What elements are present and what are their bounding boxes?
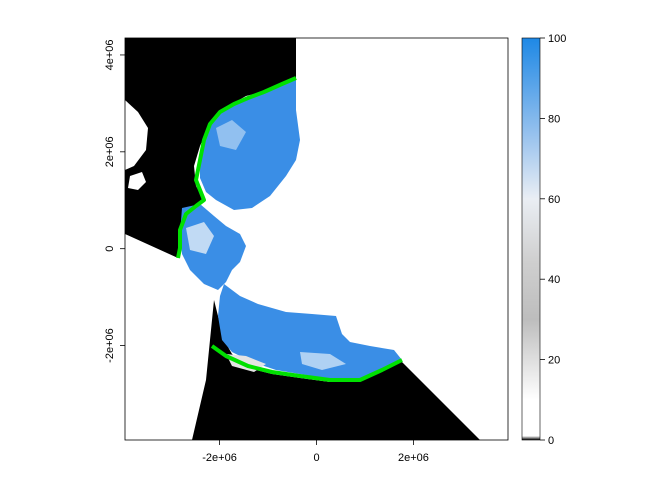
- coastline-upper: [176, 76, 297, 259]
- y-tick-label: 4e+06: [104, 39, 116, 70]
- y-tick-label: 0: [104, 246, 116, 252]
- legend-tick-label: 0: [548, 435, 554, 447]
- y-axis: -2e+06 0 2e+06 4e+06: [104, 39, 125, 363]
- map-panel: [125, 38, 480, 440]
- legend-tick-label: 40: [548, 274, 560, 286]
- x-tick-label: 0: [313, 452, 319, 464]
- land-mask-upper-left: [125, 38, 296, 258]
- legend: 0 20 40 60 80 100: [521, 33, 566, 447]
- sea-ice-lower: [218, 284, 402, 380]
- sea-ice-light-patch-4: [300, 352, 346, 370]
- land-mask-hole-1: [125, 100, 148, 170]
- y-tick-label: 2e+06: [104, 136, 116, 167]
- legend-colorbar: [521, 37, 541, 441]
- land-mask-lower: [192, 300, 480, 440]
- legend-tick-label: 20: [548, 355, 560, 367]
- legend-ticks: 0 20 40 60 80 100: [540, 33, 566, 447]
- sea-ice-light-patch-1: [216, 120, 246, 150]
- legend-tick-label: 100: [548, 33, 566, 45]
- y-tick-label: -2e+06: [104, 328, 116, 363]
- x-axis: -2e+06 0 2e+06: [202, 440, 429, 464]
- x-tick-label: -2e+06: [202, 452, 237, 464]
- x-tick-label: 2e+06: [398, 452, 429, 464]
- sea-ice-light-patch-2: [186, 222, 214, 254]
- land-mask-hole-2: [128, 172, 146, 190]
- legend-tick-label: 80: [548, 113, 560, 125]
- legend-tick-label: 60: [548, 194, 560, 206]
- coastline-lower: [210, 344, 403, 382]
